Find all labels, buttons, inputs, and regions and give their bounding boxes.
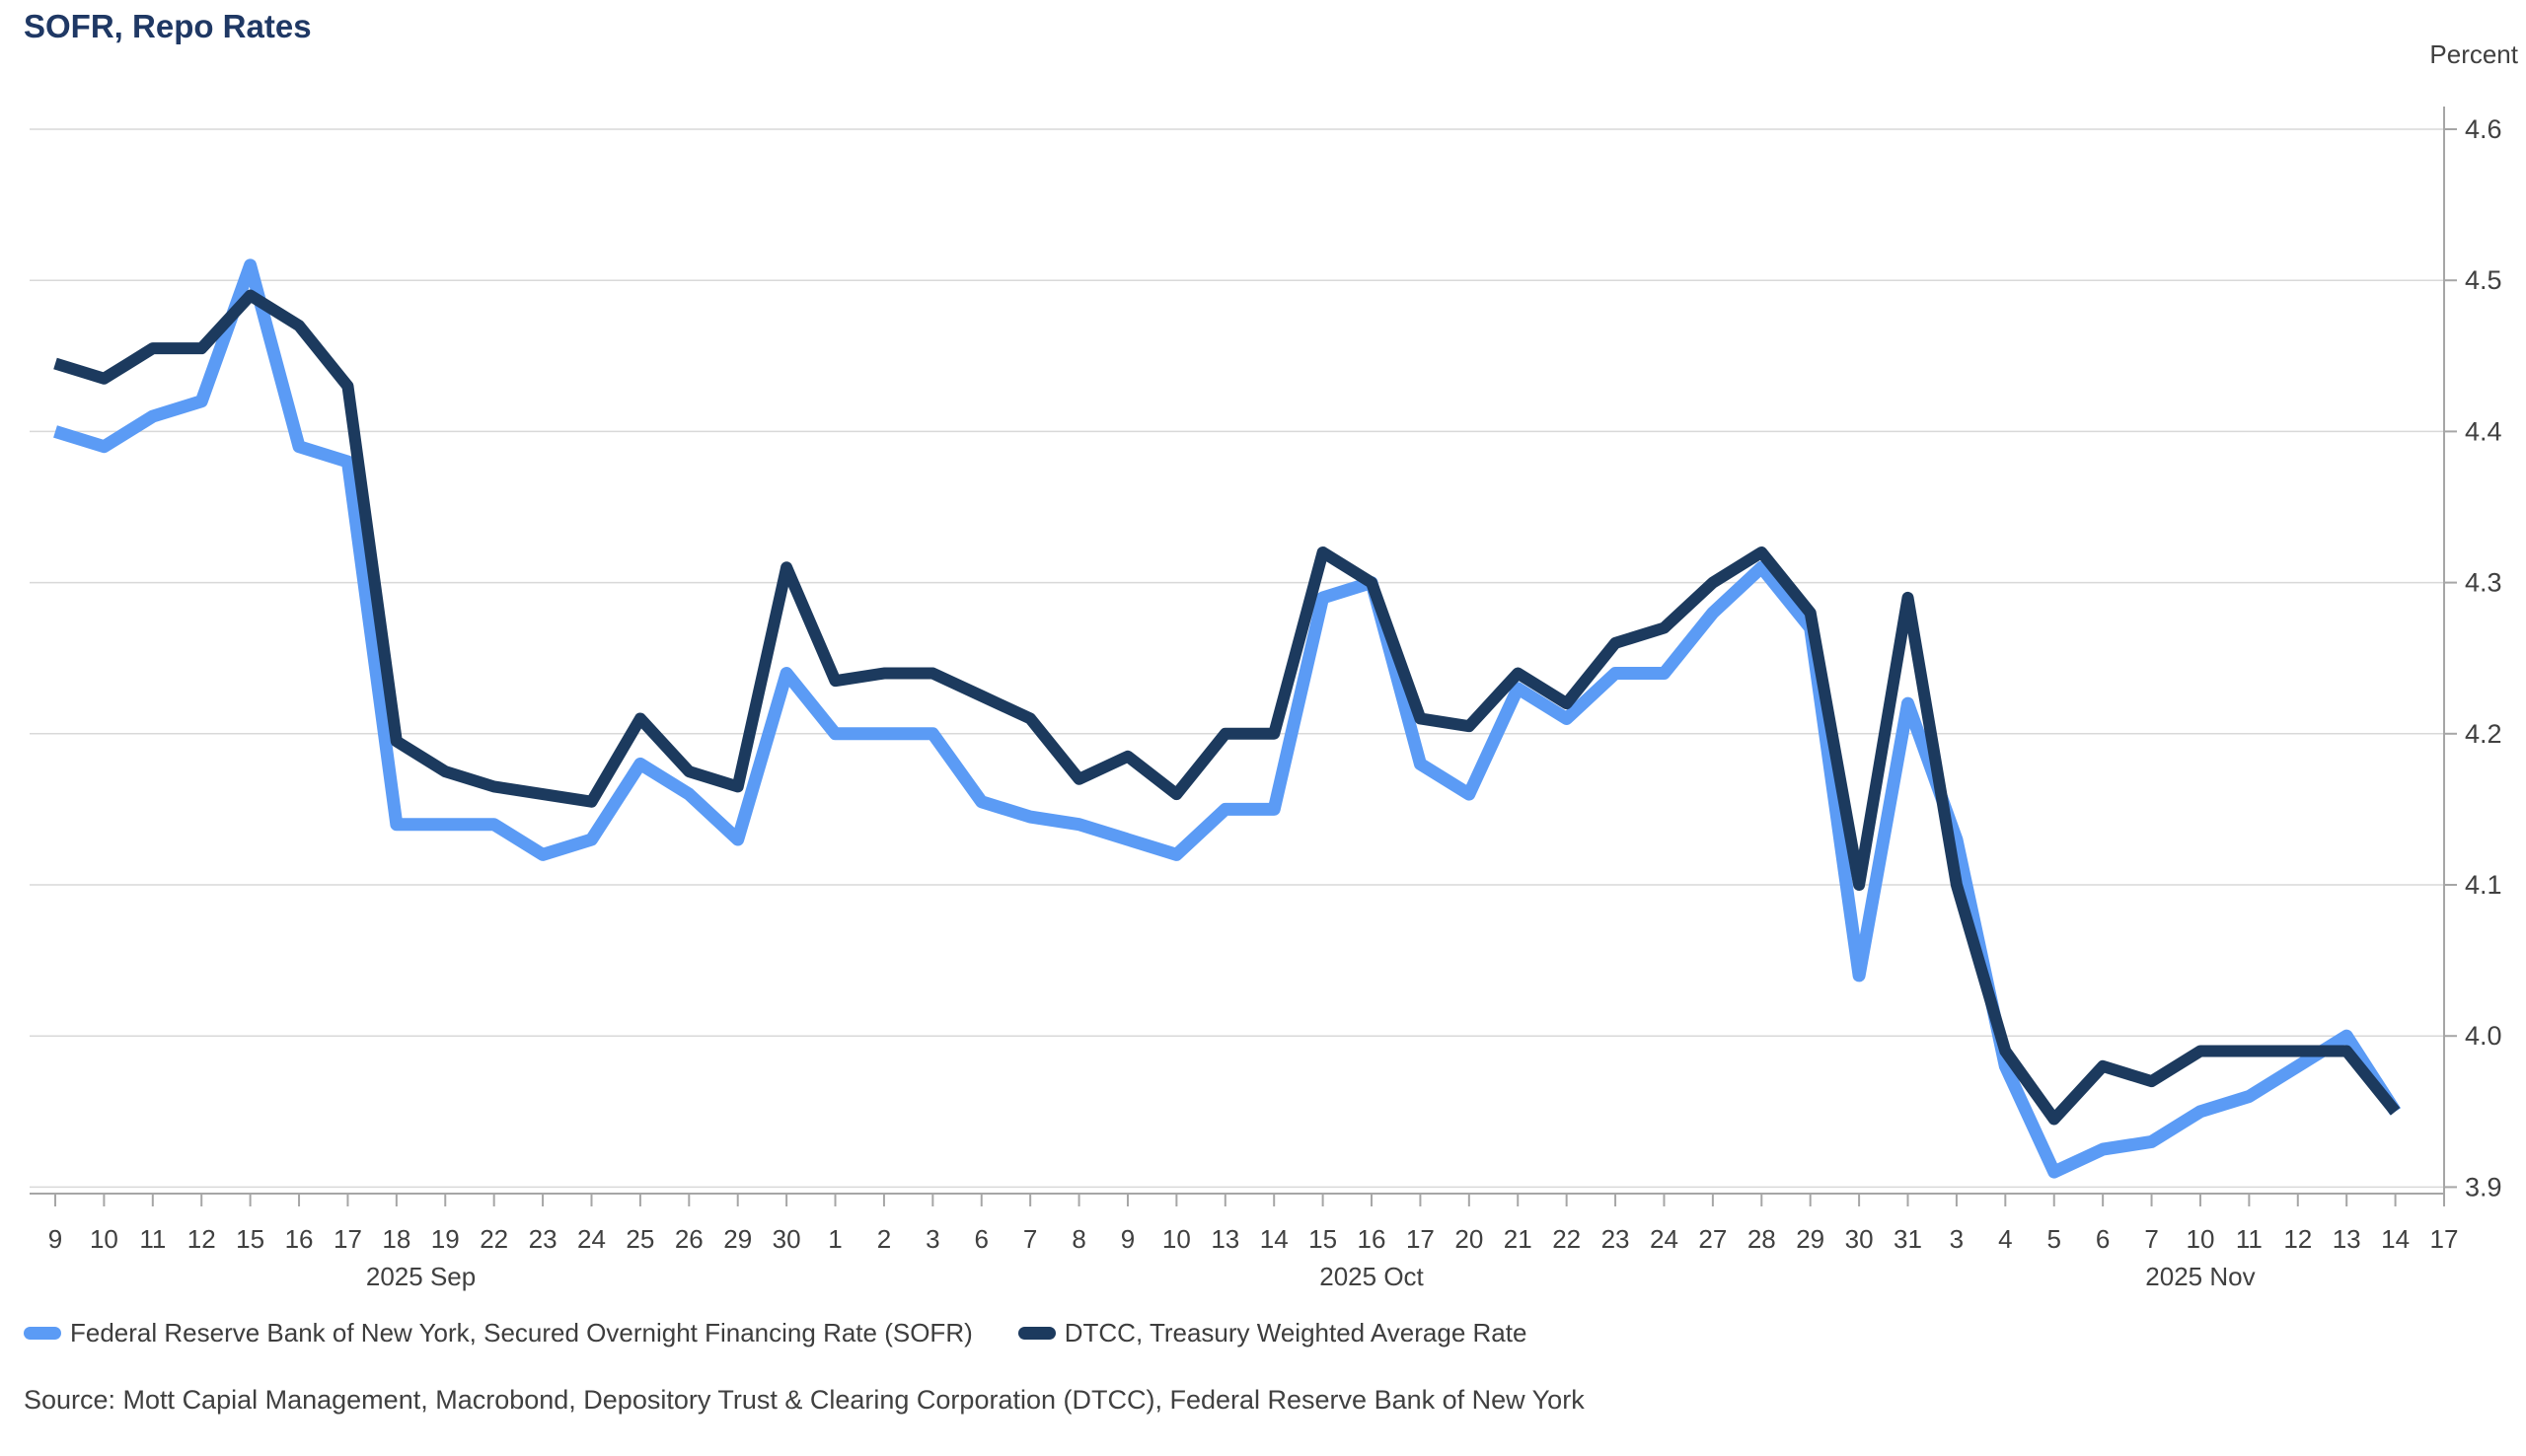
x-axis-tick-label: 17	[1406, 1224, 1435, 1254]
x-axis-tick-label: 15	[1308, 1224, 1337, 1254]
dtcc-legend-label: DTCC, Treasury Weighted Average Rate	[1064, 1318, 1527, 1347]
x-axis-tick-label: 22	[1552, 1224, 1581, 1254]
y-axis-tick-label: 4.0	[2465, 1021, 2502, 1051]
x-axis-tick-label: 29	[723, 1224, 752, 1254]
x-axis-tick-label: 24	[577, 1224, 606, 1254]
source-attribution: Source: Mott Capial Management, Macrobon…	[24, 1385, 1585, 1415]
y-axis-tick-label: 4.6	[2465, 114, 2502, 144]
x-axis-tick-label: 22	[480, 1224, 508, 1254]
x-axis-tick-label: 17	[2430, 1224, 2459, 1254]
dtcc-legend-swatch	[1017, 1327, 1056, 1340]
x-axis-month-label: 2025 Sep	[366, 1262, 476, 1291]
x-axis-tick-label: 16	[1358, 1224, 1386, 1254]
x-axis-tick-label: 25	[626, 1224, 654, 1254]
x-axis-tick-label: 11	[2236, 1224, 2263, 1254]
chart-legend: Federal Reserve Bank of New York, Secure…	[24, 1318, 1526, 1348]
x-axis-tick-label: 3	[926, 1224, 939, 1254]
x-axis-tick-label: 29	[1796, 1224, 1824, 1254]
x-axis-tick-label: 2	[877, 1224, 891, 1254]
x-axis-tick-label: 31	[1894, 1224, 1922, 1254]
x-axis-tick-label: 27	[1698, 1224, 1727, 1254]
y-axis-tick-label: 4.4	[2465, 416, 2502, 446]
x-axis-tick-label: 7	[2144, 1224, 2158, 1254]
x-axis-tick-label: 6	[2096, 1224, 2110, 1254]
x-axis-month-label: 2025 Oct	[1319, 1262, 1424, 1291]
page-title: SOFR, Repo Rates	[24, 8, 312, 44]
x-axis-tick-label: 28	[1747, 1224, 1776, 1254]
sofr-legend-label: Federal Reserve Bank of New York, Secure…	[70, 1318, 973, 1347]
x-axis-tick-label: 26	[675, 1224, 704, 1254]
x-axis-tick-label: 15	[236, 1224, 264, 1254]
sofr-line	[53, 258, 2402, 1179]
x-axis-tick-label: 23	[1601, 1224, 1630, 1254]
legend-item-dtcc: DTCC, Treasury Weighted Average Rate	[1017, 1318, 1527, 1348]
y-axis-tick-label: 4.5	[2465, 265, 2502, 295]
y-axis-tick-label: 3.9	[2465, 1172, 2502, 1201]
x-axis-tick-label: 4	[1998, 1224, 2012, 1254]
y-axis-tick-label: 4.1	[2465, 870, 2502, 900]
x-axis-tick-label: 13	[2333, 1224, 2361, 1254]
x-axis-month-label: 2025 Nov	[2145, 1262, 2255, 1291]
dtcc-line	[53, 289, 2401, 1126]
x-axis-tick-label: 13	[1211, 1224, 1239, 1254]
x-axis-tick-label: 8	[1072, 1224, 1085, 1254]
y-axis-tick-label: 4.3	[2465, 568, 2502, 598]
x-axis-tick-label: 14	[2381, 1224, 2410, 1254]
x-axis-tick-label: 3	[1950, 1224, 1964, 1254]
legend-item-sofr: Federal Reserve Bank of New York, Secure…	[24, 1318, 973, 1348]
x-axis-tick-label: 30	[773, 1224, 801, 1254]
y-axis-tick-label: 4.2	[2465, 719, 2502, 749]
x-axis-tick-label: 10	[2186, 1224, 2214, 1254]
x-axis-tick-label: 19	[431, 1224, 460, 1254]
x-axis-tick-label: 17	[334, 1224, 362, 1254]
repo-rates-chart: 4.64.54.44.34.24.14.03.99 10 11 12 15 16 17 18 1…	[30, 107, 2502, 1291]
x-axis-tick-label: 23	[529, 1224, 557, 1254]
x-axis-tick-label: 30	[1845, 1224, 1874, 1254]
x-axis-tick-label: 12	[2283, 1224, 2312, 1254]
x-axis-tick-label: 16	[285, 1224, 314, 1254]
x-axis-tick-label: 9	[1121, 1224, 1135, 1254]
x-axis-tick-label: 12	[187, 1224, 216, 1254]
x-axis-tick-label: 18	[382, 1224, 410, 1254]
x-axis-tick-label: 6	[975, 1224, 989, 1254]
x-axis-tick-label: 5	[2047, 1224, 2061, 1254]
sofr-legend-swatch	[24, 1327, 61, 1340]
x-axis-tick-label: 10	[1162, 1224, 1191, 1254]
x-axis-tick-label: 21	[1504, 1224, 1532, 1254]
x-axis-tick-label: 11	[139, 1224, 166, 1254]
x-axis-tick-label: 24	[1650, 1224, 1678, 1254]
x-axis-tick-label: 10	[90, 1224, 118, 1254]
y-axis-unit-label: Percent	[2429, 39, 2518, 69]
x-axis-tick-label: 7	[1023, 1224, 1037, 1254]
x-axis-tick-label: 1	[828, 1224, 842, 1254]
x-axis-tick-label: 14	[1260, 1224, 1289, 1254]
x-axis-tick-label: 20	[1454, 1224, 1483, 1254]
x-axis-tick-label: 9	[48, 1224, 62, 1254]
